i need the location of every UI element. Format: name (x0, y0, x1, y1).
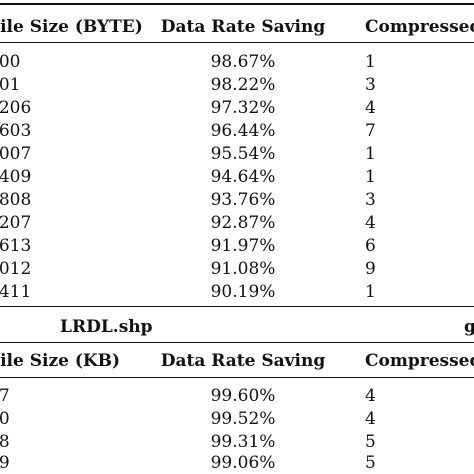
file-size-cell: 501 (0, 75, 21, 95)
table-row: 3613 91.97% 6 (0, 235, 474, 257)
table-row: 4012 91.08% 9 (0, 258, 474, 280)
compressed-cell: 5 (365, 453, 376, 473)
compressed-cell: 4 (365, 213, 376, 233)
section1-header-compressed: Compressed (365, 17, 474, 37)
compressed-cell: 4 (365, 409, 376, 429)
file-size-cell: 2409 (0, 167, 32, 187)
data-rate-saving-cell: 98.67% (210, 52, 276, 72)
file-size-cell: 28 (0, 432, 10, 452)
data-rate-saving-cell: 92.87% (210, 213, 276, 233)
file-size-cell: 17 (0, 386, 10, 406)
file-size-cell: 1603 (0, 121, 32, 141)
compressed-cell: 7 (365, 121, 376, 141)
file-size-cell: 39 (0, 453, 10, 473)
compressed-cell: 1 (365, 167, 376, 187)
data-rate-saving-cell: 99.60% (210, 386, 276, 406)
data-rate-saving-cell: 91.08% (210, 259, 276, 279)
section1-header-file-size: File Size (BYTE) (0, 17, 143, 37)
compressed-cell: 3 (365, 75, 376, 95)
data-rate-saving-cell: 94.64% (210, 167, 276, 187)
section2-right-title: g (464, 317, 474, 337)
data-rate-saving-cell: 91.97% (210, 236, 276, 256)
compressed-cell: 1 (365, 52, 376, 72)
table-row: 2808 93.76% 3 (0, 189, 474, 211)
data-rate-saving-cell: 93.76% (210, 190, 276, 210)
section1-bottom-rule (0, 306, 474, 307)
file-size-cell: 4012 (0, 259, 32, 279)
data-rate-saving-cell: 96.44% (210, 121, 276, 141)
table-row: 1603 96.44% 7 (0, 120, 474, 142)
data-rate-saving-cell: 90.19% (210, 282, 276, 302)
section2-header-data-rate-saving: Data Rate Saving (160, 351, 326, 371)
table-row: 100 98.67% 1 (0, 51, 474, 73)
section2-title-rule (0, 342, 474, 343)
file-size-cell: 20 (0, 409, 10, 429)
file-size-cell: 2007 (0, 144, 32, 164)
section2-header-file-size: File Size (KB) (0, 351, 121, 371)
table-row: 17 99.60% 4 (0, 385, 474, 407)
compressed-cell: 1 (365, 144, 376, 164)
table-row: 2007 95.54% 1 (0, 143, 474, 165)
file-size-cell: 1206 (0, 98, 32, 118)
data-rate-saving-cell: 97.32% (210, 98, 276, 118)
table-row: 1206 97.32% 4 (0, 97, 474, 119)
section2-header-compressed: Compressed (365, 351, 474, 371)
section1-header-data-rate-saving: Data Rate Saving (160, 17, 326, 37)
compressed-cell: 9 (365, 259, 376, 279)
compressed-cell: 4 (365, 98, 376, 118)
data-rate-saving-cell: 99.52% (210, 409, 276, 429)
table-row: 28 99.31% 5 (0, 431, 474, 453)
section2-header-rule (0, 377, 474, 378)
table-row: 2409 94.64% 1 (0, 166, 474, 188)
top-rule (0, 3, 474, 5)
file-size-cell: 4411 (0, 282, 32, 302)
data-rate-saving-cell: 99.31% (210, 432, 276, 452)
file-size-cell: 2808 (0, 190, 32, 210)
section2-title: LRDL.shp (60, 317, 153, 337)
compressed-cell: 5 (365, 432, 376, 452)
compressed-cell: 4 (365, 386, 376, 406)
compressed-cell: 3 (365, 190, 376, 210)
table-row: 20 99.52% 4 (0, 408, 474, 430)
compressed-cell: 1 (365, 282, 376, 302)
file-size-cell: 3613 (0, 236, 32, 256)
section1-header-rule (0, 42, 474, 43)
table-row: 501 98.22% 3 (0, 74, 474, 96)
section1-header-row: File Size (BYTE) Data Rate Saving Compre… (0, 16, 474, 38)
data-rate-saving-cell: 95.54% (210, 144, 276, 164)
section2-header-row: File Size (KB) Data Rate Saving Compress… (0, 350, 474, 372)
compressed-cell: 6 (365, 236, 376, 256)
table-row: 4411 90.19% 1 (0, 281, 474, 303)
file-size-cell: 100 (0, 52, 21, 72)
data-rate-saving-cell: 99.06% (210, 453, 276, 473)
table-row: 39 99.06% 5 (0, 452, 474, 474)
data-rate-saving-cell: 98.22% (210, 75, 276, 95)
